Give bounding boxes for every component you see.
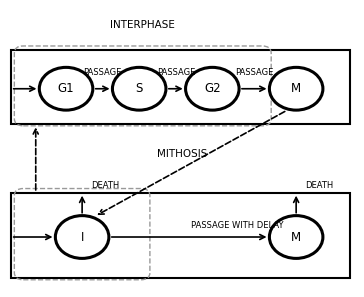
Text: PASSAGE: PASSAGE — [84, 68, 122, 77]
Text: G2: G2 — [204, 82, 221, 95]
Circle shape — [269, 67, 323, 110]
Text: MITHOSIS: MITHOSIS — [157, 149, 207, 159]
Text: PASSAGE: PASSAGE — [157, 68, 195, 77]
Text: PASSAGE: PASSAGE — [235, 68, 274, 77]
Circle shape — [186, 67, 239, 110]
Text: G1: G1 — [58, 82, 74, 95]
Text: INTERPHASE: INTERPHASE — [110, 20, 175, 30]
Text: M: M — [291, 82, 301, 95]
Text: DEATH: DEATH — [305, 181, 333, 190]
Circle shape — [39, 67, 93, 110]
Bar — [11, 193, 350, 278]
Circle shape — [269, 216, 323, 258]
Circle shape — [112, 67, 166, 110]
Text: PASSAGE WITH DELAY: PASSAGE WITH DELAY — [191, 221, 284, 230]
Text: S: S — [135, 82, 143, 95]
Bar — [11, 50, 350, 124]
Circle shape — [55, 216, 109, 258]
Text: DEATH: DEATH — [91, 181, 119, 190]
Text: I: I — [80, 230, 84, 244]
Text: M: M — [291, 230, 301, 244]
